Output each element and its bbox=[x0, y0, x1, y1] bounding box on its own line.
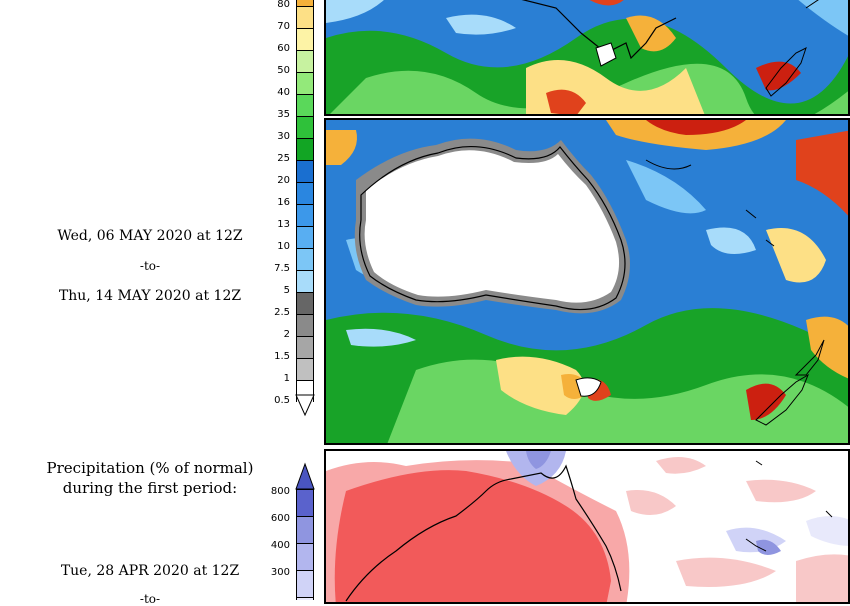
lower-period-start: Tue, 28 APR 2020 at 12Z bbox=[60, 563, 240, 579]
amount-colorbar-segment bbox=[296, 0, 314, 6]
percent-colorbar-label: 300 bbox=[270, 567, 290, 578]
amount-colorbar-segment bbox=[296, 116, 314, 138]
amount-colorbar-label: 80 bbox=[277, 0, 290, 10]
amount-colorbar-label: 30 bbox=[277, 131, 290, 142]
amount-colorbar-label: 50 bbox=[277, 65, 290, 76]
amount-colorbar-label: 16 bbox=[277, 197, 290, 208]
percent-colorbar-label: 800 bbox=[270, 486, 290, 497]
amount-colorbar-segment bbox=[296, 270, 314, 292]
amount-colorbar-label: 35 bbox=[277, 109, 290, 120]
amount-colorbar-label: 0.5 bbox=[274, 395, 290, 406]
amount-colorbar-segment bbox=[296, 292, 314, 314]
amount-colorbar-segment bbox=[296, 358, 314, 380]
amount-colorbar-segment bbox=[296, 138, 314, 160]
percent-colorbar-segment bbox=[296, 489, 314, 516]
amount-colorbar-label: 10 bbox=[277, 241, 290, 252]
percent-colorbar-top-arrow bbox=[295, 462, 315, 490]
lower-period-separator: -to- bbox=[139, 592, 161, 606]
map-panel-middle bbox=[324, 118, 850, 445]
map-panel-bottom bbox=[324, 449, 850, 604]
amount-colorbar-segment bbox=[296, 248, 314, 270]
percent-colorbar-segment bbox=[296, 516, 314, 543]
amount-colorbar-label: 60 bbox=[277, 43, 290, 54]
amount-colorbar-segment bbox=[296, 50, 314, 72]
amount-colorbar-label: 70 bbox=[277, 21, 290, 32]
map-panel-top bbox=[324, 0, 850, 116]
amount-colorbar-segment bbox=[296, 72, 314, 94]
amount-colorbar-segment bbox=[296, 28, 314, 50]
amount-colorbar-label: 25 bbox=[277, 153, 290, 164]
amount-colorbar-label: 13 bbox=[277, 219, 290, 230]
percent-colorbar-segment bbox=[296, 543, 314, 570]
percent-colorbar-label: 400 bbox=[270, 540, 290, 551]
amount-colorbar-segment bbox=[296, 94, 314, 116]
amount-colorbar-label: 7.5 bbox=[274, 263, 290, 274]
amount-colorbar-label: 5 bbox=[283, 285, 290, 296]
percent-colorbar-segment bbox=[296, 597, 314, 600]
percent-colorbar-segment bbox=[296, 570, 314, 597]
amount-colorbar-segment bbox=[296, 182, 314, 204]
amount-colorbar-segment bbox=[296, 6, 314, 28]
amount-colorbar-label: 1 bbox=[283, 373, 290, 384]
amount-colorbar-segment bbox=[296, 314, 314, 336]
amount-colorbar-segment bbox=[296, 204, 314, 226]
middle-period-start: Wed, 06 MAY 2020 at 12Z bbox=[57, 228, 243, 244]
amount-colorbar-label: 40 bbox=[277, 87, 290, 98]
percent-colorbar-label: 600 bbox=[270, 513, 290, 524]
middle-period-end: Thu, 14 MAY 2020 at 12Z bbox=[58, 288, 242, 304]
lower-title-line2: during the first period: bbox=[62, 479, 238, 497]
lower-title-line1: Precipitation (% of normal) bbox=[46, 459, 254, 477]
amount-colorbar-label: 2.5 bbox=[274, 307, 290, 318]
middle-period-separator: -to- bbox=[139, 259, 161, 273]
colorbar-bottom-arrow bbox=[295, 394, 315, 417]
amount-colorbar-label: 2 bbox=[283, 329, 290, 340]
amount-colorbar-segment bbox=[296, 226, 314, 248]
amount-colorbar-segment bbox=[296, 160, 314, 182]
amount-colorbar-label: 1.5 bbox=[274, 351, 290, 362]
amount-colorbar-label: 20 bbox=[277, 175, 290, 186]
amount-colorbar-segment bbox=[296, 336, 314, 358]
